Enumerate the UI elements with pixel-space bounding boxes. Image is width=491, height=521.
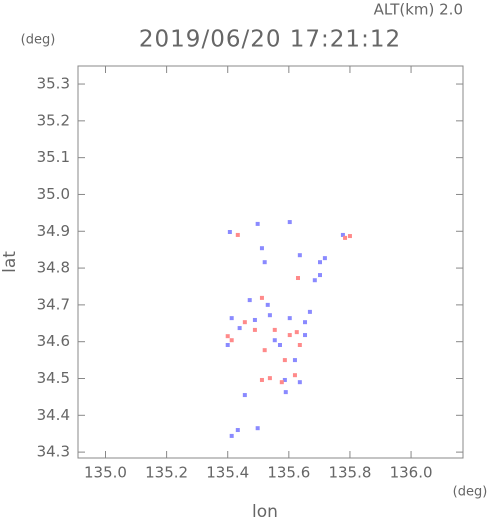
point <box>292 373 297 378</box>
point <box>303 333 308 338</box>
x-tick-label: 135.4 <box>206 464 249 482</box>
point <box>318 260 322 265</box>
point <box>265 302 270 307</box>
point <box>279 380 284 385</box>
point <box>312 278 317 283</box>
point <box>252 327 257 332</box>
y-tick-label: 34.8 <box>37 259 70 277</box>
point <box>235 232 240 237</box>
point <box>235 428 240 433</box>
point <box>247 298 252 303</box>
point <box>272 338 277 343</box>
point <box>283 390 288 395</box>
x-axis-label: lon <box>252 502 278 521</box>
point <box>267 313 272 318</box>
point <box>287 220 292 225</box>
x-tick-label: 136.0 <box>390 464 433 482</box>
point <box>282 377 287 382</box>
point <box>282 358 287 363</box>
point <box>262 260 267 265</box>
y-tick-label: 34.5 <box>37 369 70 387</box>
x-tick-label: 135.2 <box>145 464 188 482</box>
point <box>347 234 352 239</box>
chart-title: 2019/06/20 17:21:12 <box>139 27 401 53</box>
y-tick-label: 35.1 <box>37 148 70 166</box>
point <box>287 333 292 338</box>
point <box>255 221 260 226</box>
y-tick-label: 34.4 <box>37 406 70 424</box>
point <box>229 316 234 321</box>
point <box>296 276 300 281</box>
point <box>259 295 264 300</box>
point <box>272 327 277 332</box>
point <box>297 253 302 258</box>
point <box>229 338 234 343</box>
point <box>225 334 230 339</box>
y-tick-label: 35.2 <box>37 111 70 129</box>
x-tick-label: 135.6 <box>267 464 310 482</box>
point <box>294 330 299 335</box>
point <box>277 343 282 348</box>
x-unit: (deg) <box>453 485 488 500</box>
point <box>322 256 327 261</box>
point <box>267 376 272 381</box>
point <box>242 320 247 325</box>
point <box>297 380 302 385</box>
subtitle: ALT(km) 2.0 <box>374 1 463 19</box>
point <box>237 326 242 331</box>
point <box>229 433 234 438</box>
point <box>340 232 345 237</box>
point <box>252 317 257 322</box>
y-tick-label: 34.3 <box>37 443 70 461</box>
point <box>242 393 247 398</box>
y-tick-label: 34.9 <box>37 222 70 240</box>
point <box>303 320 308 325</box>
point <box>262 348 267 353</box>
point <box>292 358 297 363</box>
point <box>307 309 312 314</box>
x-tick-label: 135.8 <box>328 464 371 482</box>
y-axis-label: lat <box>0 251 20 273</box>
plot-frame <box>77 65 464 459</box>
point <box>225 343 230 348</box>
point <box>259 246 264 251</box>
point <box>255 426 260 431</box>
point <box>287 316 292 321</box>
point <box>318 273 322 278</box>
point <box>297 343 302 348</box>
x-tick-label: 135.0 <box>84 464 127 482</box>
y-tick-label: 35.0 <box>37 185 70 203</box>
y-unit: (deg) <box>21 33 56 48</box>
y-tick-label: 34.7 <box>37 295 70 313</box>
point <box>227 230 232 235</box>
y-tick-label: 34.6 <box>37 332 70 350</box>
point <box>343 235 348 240</box>
point <box>259 377 264 382</box>
y-tick-label: 35.3 <box>37 75 70 93</box>
